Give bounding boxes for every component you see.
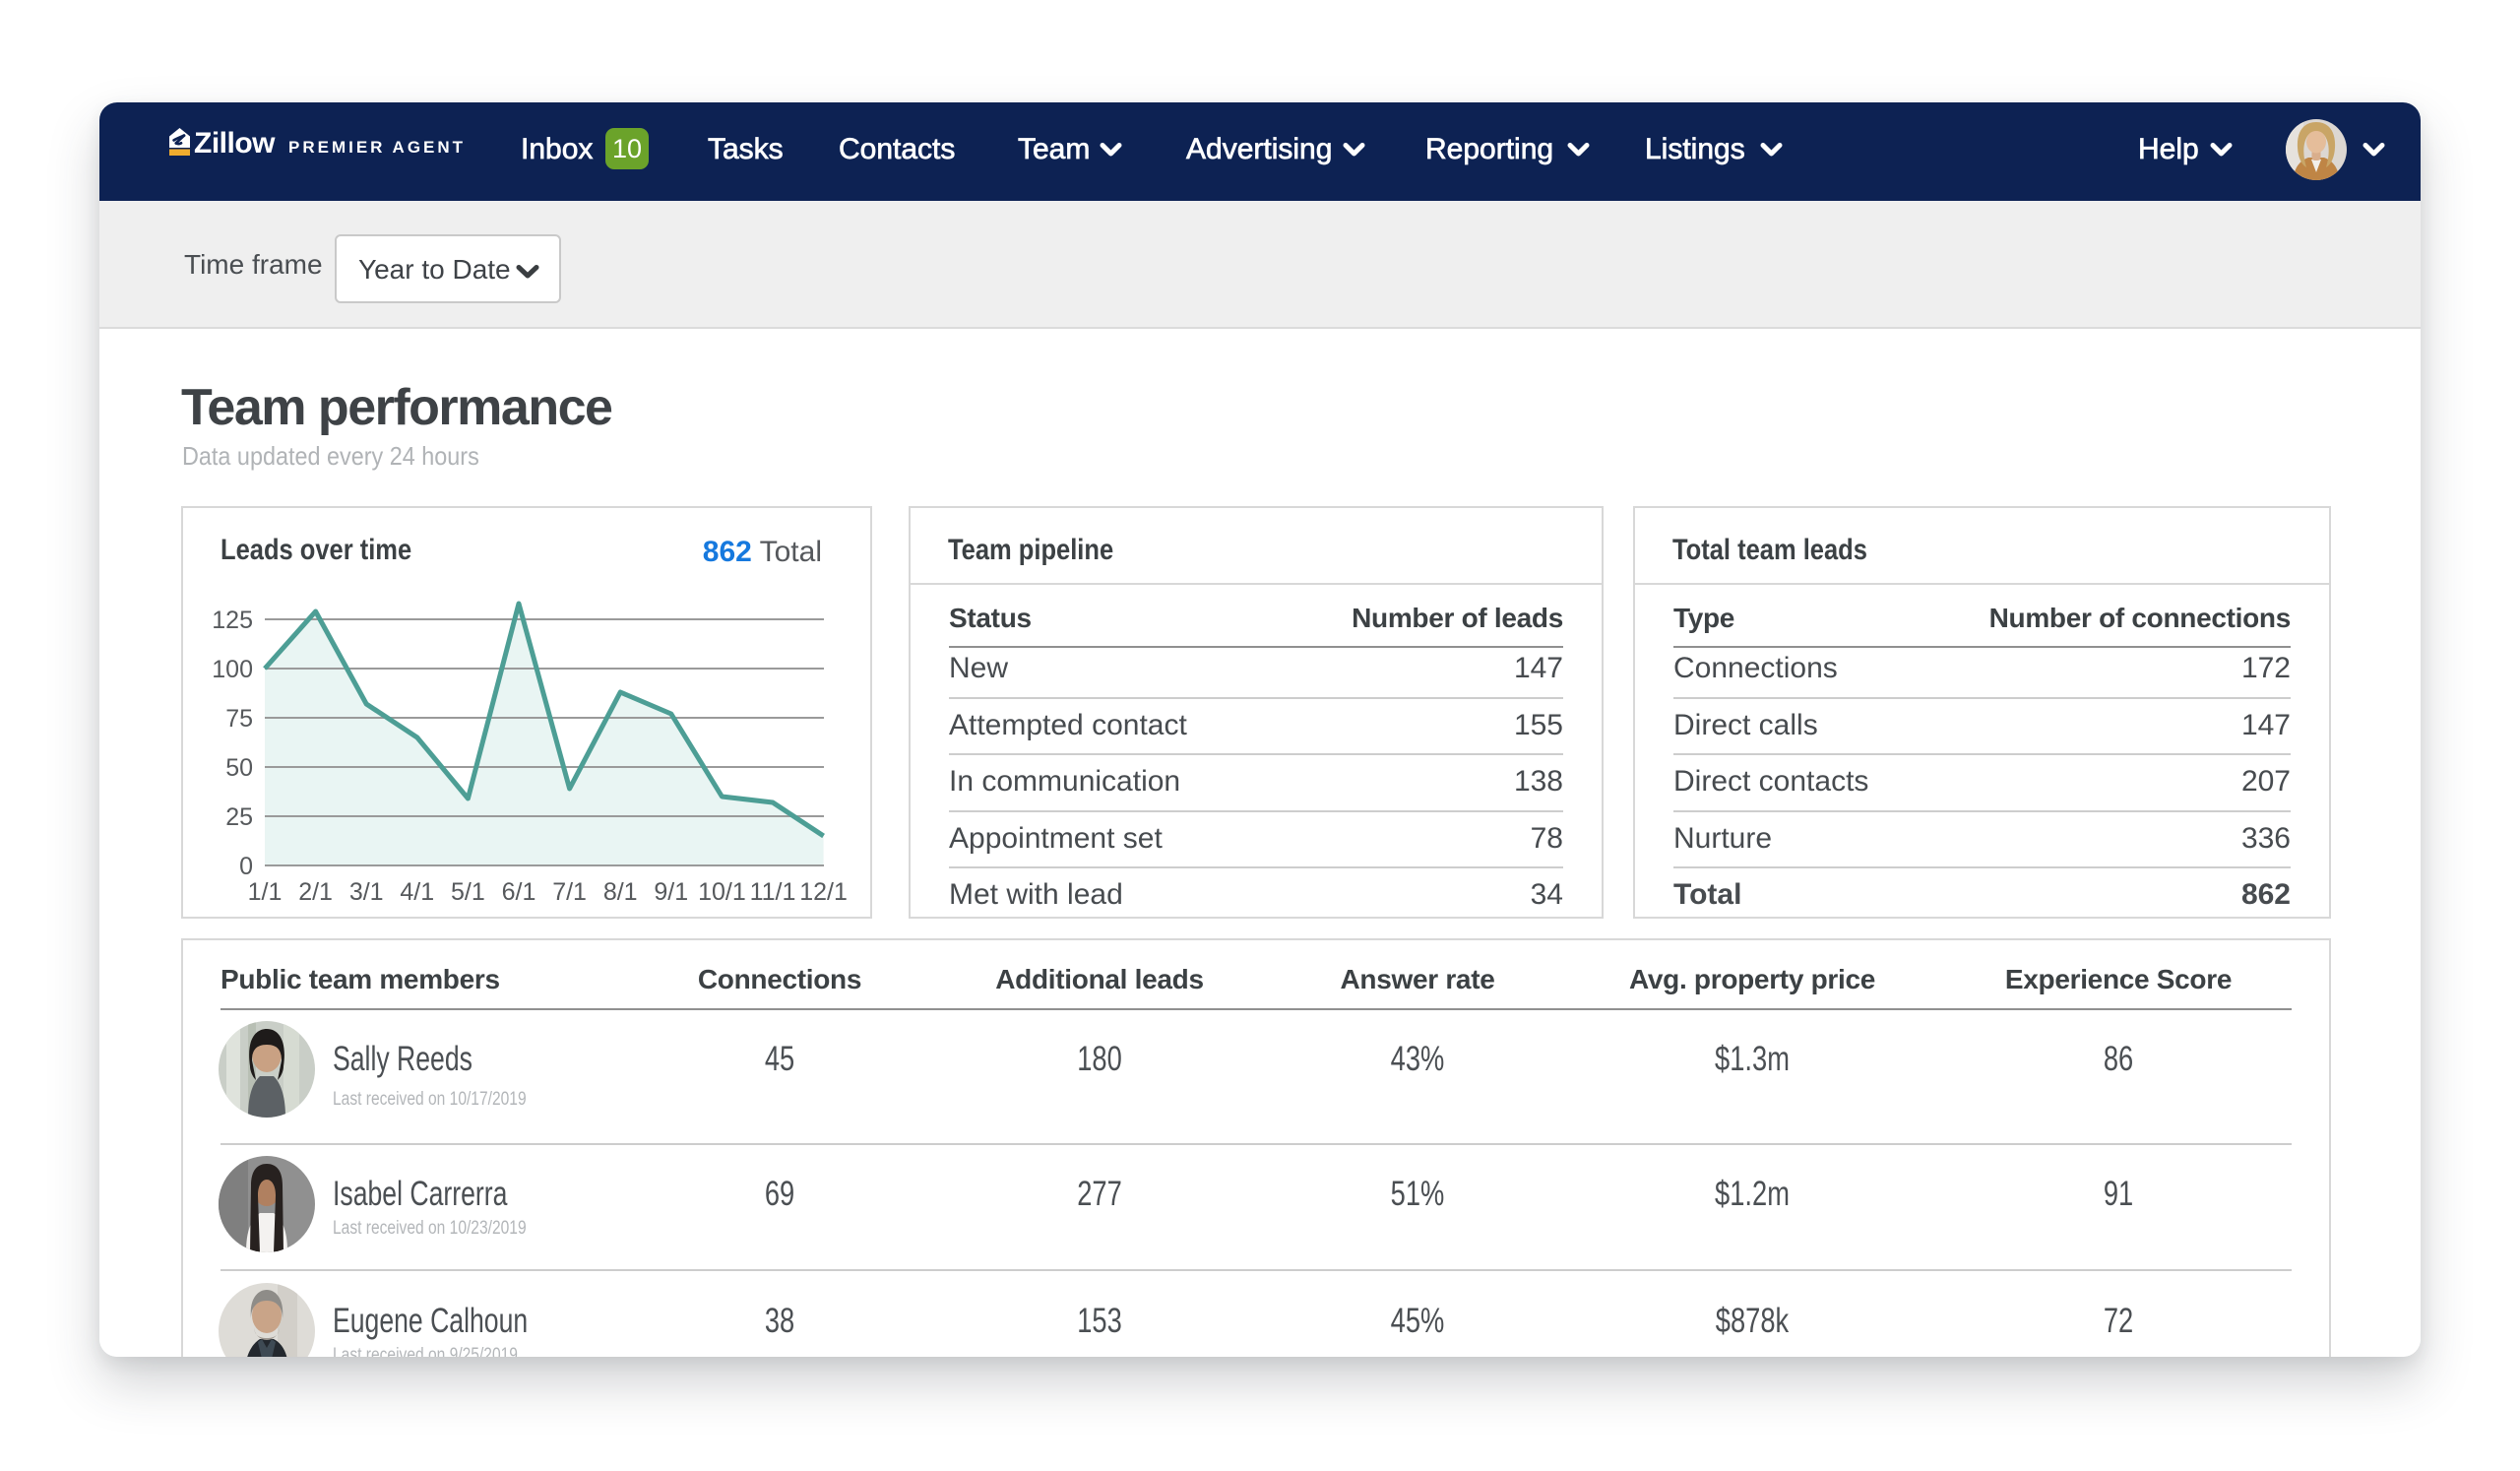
svg-text:12/1: 12/1 [799, 878, 848, 906]
svg-text:9/1: 9/1 [654, 878, 688, 906]
svg-text:100: 100 [212, 656, 253, 683]
svg-text:5/1: 5/1 [451, 878, 485, 906]
svg-text:25: 25 [225, 803, 253, 831]
svg-text:125: 125 [212, 607, 253, 634]
svg-text:1/1: 1/1 [248, 878, 283, 906]
svg-text:3/1: 3/1 [349, 878, 384, 906]
svg-text:7/1: 7/1 [552, 878, 587, 906]
svg-text:11/1: 11/1 [750, 878, 796, 906]
svg-text:0: 0 [239, 853, 253, 880]
svg-text:75: 75 [225, 705, 253, 733]
svg-text:8/1: 8/1 [603, 878, 638, 906]
svg-text:50: 50 [225, 754, 253, 782]
svg-text:6/1: 6/1 [502, 878, 536, 906]
svg-text:4/1: 4/1 [400, 878, 434, 906]
svg-text:10/1: 10/1 [698, 878, 746, 906]
svg-text:2/1: 2/1 [298, 878, 333, 906]
